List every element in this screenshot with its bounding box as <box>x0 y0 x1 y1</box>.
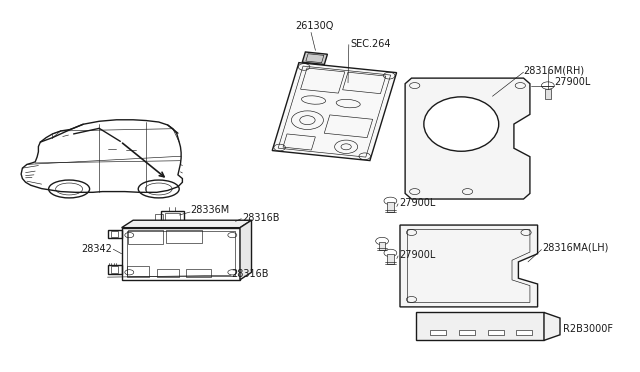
Polygon shape <box>302 52 328 64</box>
Polygon shape <box>272 62 397 161</box>
Polygon shape <box>240 220 252 280</box>
Bar <box>128 230 163 244</box>
Polygon shape <box>122 220 252 228</box>
Polygon shape <box>416 312 544 340</box>
Bar <box>430 330 446 335</box>
Bar <box>108 265 122 274</box>
Text: 28336M: 28336M <box>190 205 229 215</box>
Bar <box>488 330 504 335</box>
Bar <box>387 254 394 264</box>
Text: 28342: 28342 <box>81 244 112 254</box>
Text: 28316B: 28316B <box>242 213 280 222</box>
Bar <box>111 231 118 237</box>
Text: 27900L: 27900L <box>399 250 436 260</box>
Bar <box>459 330 475 335</box>
Polygon shape <box>544 312 560 340</box>
Polygon shape <box>400 225 538 307</box>
Bar <box>186 269 211 277</box>
Bar <box>165 213 180 222</box>
Text: 27900L: 27900L <box>399 198 436 208</box>
Bar <box>157 269 179 277</box>
Bar <box>155 214 163 221</box>
Text: 28316MA(LH): 28316MA(LH) <box>543 243 609 253</box>
Bar <box>127 231 235 276</box>
Bar <box>122 228 240 280</box>
Text: 26130Q: 26130Q <box>296 21 334 31</box>
Text: SEC.264: SEC.264 <box>351 39 391 49</box>
Bar <box>379 242 385 250</box>
Text: R2B3000F: R2B3000F <box>563 324 613 334</box>
Bar <box>111 266 118 273</box>
Bar <box>387 202 394 212</box>
Bar <box>516 330 532 335</box>
Text: 27900L: 27900L <box>554 77 591 87</box>
Bar <box>166 230 202 243</box>
Text: 28316B: 28316B <box>232 269 269 279</box>
Bar <box>161 211 184 224</box>
Bar <box>108 230 122 238</box>
Bar <box>127 266 149 277</box>
Ellipse shape <box>424 97 499 151</box>
Bar <box>545 89 551 99</box>
Text: 28316M(RH): 28316M(RH) <box>524 66 585 76</box>
Polygon shape <box>405 78 530 199</box>
